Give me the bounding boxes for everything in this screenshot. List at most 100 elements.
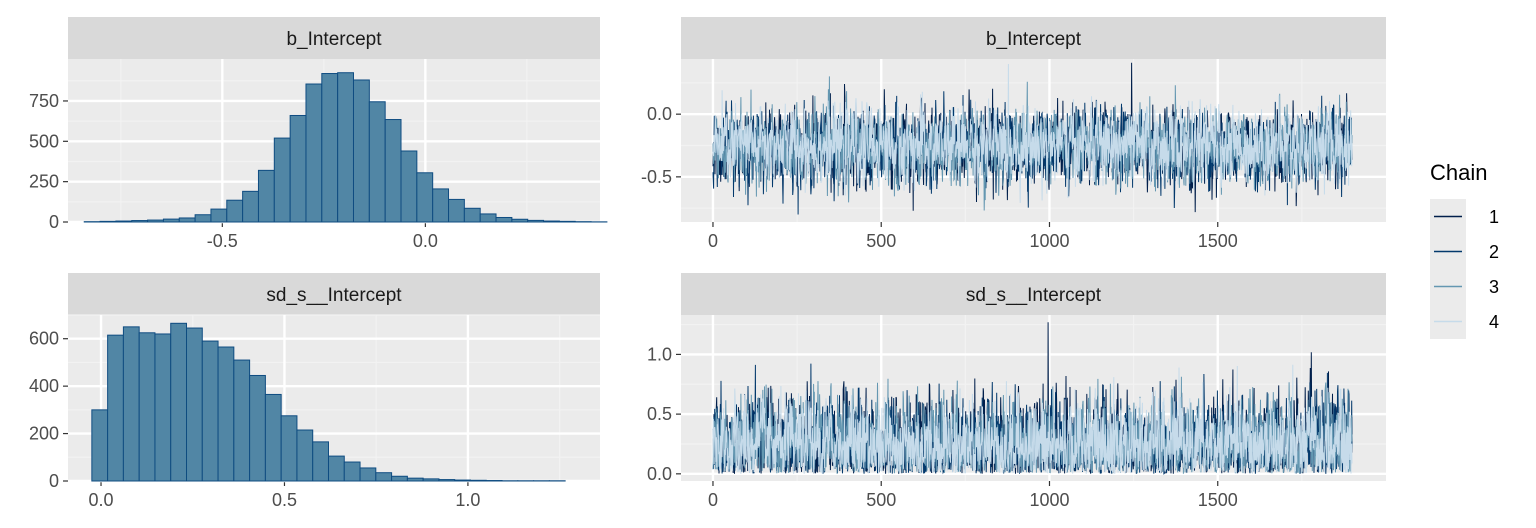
histogram-bar <box>242 190 259 223</box>
histogram-bar <box>454 479 471 482</box>
histogram-bar <box>400 150 418 223</box>
histogram-bar <box>343 461 361 482</box>
panel-2: b_Intercept 0 500 1000 1500 -0.5 0.0 <box>641 17 1386 251</box>
histogram-bar <box>359 467 377 482</box>
facet-strip <box>681 273 1386 315</box>
x-tick-label: 500 <box>866 490 896 510</box>
histogram-bar <box>226 199 244 223</box>
histogram-bar <box>107 334 124 482</box>
histogram-bar <box>432 188 450 223</box>
histogram-bar <box>264 393 282 482</box>
histogram-bar <box>99 220 117 223</box>
x-tick-label: 0 <box>708 490 718 510</box>
y-tick-label: 0 <box>49 471 59 491</box>
histogram-bar <box>201 340 219 482</box>
histogram-bar <box>131 220 149 223</box>
histogram-bar <box>321 73 339 223</box>
y-tick-label: -0.5 <box>641 167 672 187</box>
y-tick-label: 500 <box>29 131 59 151</box>
histogram-bar <box>147 219 164 223</box>
y-tick-label: 0.0 <box>647 464 672 484</box>
histogram-bar <box>495 216 513 223</box>
histogram-bar <box>178 217 196 223</box>
histogram-bar <box>296 429 314 482</box>
y-tick-label: 0.5 <box>647 404 672 424</box>
facet-strip <box>68 273 600 315</box>
panel-3: sd_s__Intercept 0.0 0.5 1.0 0 200 400 600 <box>29 273 600 510</box>
histogram-bar <box>543 220 560 223</box>
facet-strip <box>68 17 600 59</box>
legend-label: 2 <box>1489 242 1499 262</box>
histogram-bar <box>511 218 529 223</box>
histogram-bar <box>463 207 481 223</box>
histogram-bar <box>194 214 212 223</box>
histogram-bar <box>337 72 354 223</box>
histogram-bar <box>210 208 228 223</box>
histogram-bar <box>154 333 172 482</box>
y-tick-label: 400 <box>29 376 59 396</box>
trace-lines <box>712 62 1353 215</box>
histogram-bar <box>249 374 266 482</box>
histogram-bar <box>479 213 497 223</box>
x-tick-label: -0.5 <box>207 231 238 251</box>
x-tick-label: 500 <box>866 231 896 251</box>
panel-1: b_Intercept -0.5 0.0 0 250 500 750 <box>29 17 608 251</box>
histogram-bar <box>384 119 402 223</box>
y-tick-label: 250 <box>29 172 59 192</box>
histogram-bar <box>327 455 345 482</box>
histogram-bar <box>368 101 386 223</box>
y-tick-label: 750 <box>29 91 59 111</box>
histogram-bar <box>186 327 203 482</box>
histogram-bar <box>469 479 487 482</box>
x-tick-label: 1000 <box>1029 490 1069 510</box>
x-tick-label: 0.0 <box>89 490 114 510</box>
histogram-bar <box>391 475 408 482</box>
histogram-bar <box>375 472 393 482</box>
histogram-bar <box>122 326 140 482</box>
histogram-bar <box>170 322 188 482</box>
facet-strip-title: b_Intercept <box>286 29 382 50</box>
histogram-bar <box>448 198 465 223</box>
trace-series-chain-4 <box>712 63 1353 203</box>
histogram-bar <box>558 220 576 223</box>
x-tick-label: 0.5 <box>272 490 297 510</box>
legend: Chain 1 2 3 4 <box>1430 160 1499 339</box>
histogram-bar <box>138 332 156 482</box>
histogram-bar <box>115 220 133 223</box>
legend-title: Chain <box>1430 160 1487 185</box>
x-tick-label: 1500 <box>1198 231 1238 251</box>
histogram-bar <box>416 172 434 223</box>
y-tick-label: 0 <box>49 212 59 232</box>
panel-4: sd_s__Intercept 0 500 1000 1500 0.0 0.5 1.0 <box>647 273 1386 510</box>
histogram-bar <box>527 219 545 223</box>
histogram-bar <box>280 415 298 482</box>
y-tick-label: 0.0 <box>647 104 672 124</box>
y-tick-label: 1.0 <box>647 344 672 364</box>
trace-lines <box>712 322 1353 475</box>
facet-strip-title: sd_s__Intercept <box>266 285 402 306</box>
x-tick-label: 1000 <box>1029 231 1069 251</box>
facet-strip <box>681 17 1386 59</box>
histogram-bar <box>233 359 251 482</box>
facet-strip-title: b_Intercept <box>986 29 1082 50</box>
x-tick-label: 1500 <box>1198 490 1238 510</box>
x-tick-label: 0 <box>708 231 718 251</box>
histogram-bar <box>273 137 291 223</box>
y-tick-label: 600 <box>29 329 59 349</box>
histogram-bar <box>91 409 109 482</box>
x-tick-label: 1.0 <box>455 490 480 510</box>
histogram-bar <box>162 218 180 223</box>
histogram-bar <box>406 477 424 482</box>
y-tick-label: 200 <box>29 424 59 444</box>
histogram-bar <box>305 83 323 223</box>
histogram-bar <box>422 478 440 482</box>
trace-series-chain-4 <box>712 364 1353 474</box>
legend-label: 4 <box>1489 312 1499 332</box>
histogram-bar <box>438 479 456 482</box>
legend-label: 1 <box>1489 207 1499 227</box>
histogram-bar <box>352 79 370 223</box>
facet-strip-title: sd_s__Intercept <box>966 285 1102 306</box>
histogram-bar <box>312 441 329 482</box>
legend-label: 3 <box>1489 277 1499 297</box>
